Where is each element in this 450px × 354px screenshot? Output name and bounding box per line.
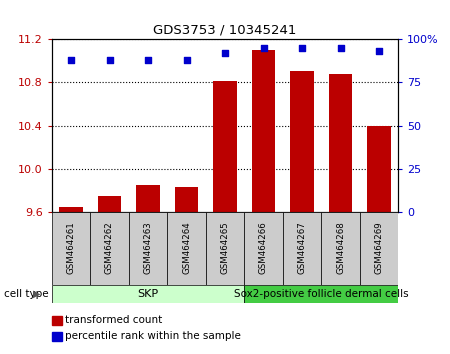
- Text: cell type: cell type: [4, 289, 49, 299]
- Bar: [129, 212, 167, 285]
- Bar: [321, 212, 360, 285]
- Point: [106, 57, 113, 63]
- Point: [298, 45, 306, 50]
- Point: [337, 45, 344, 50]
- Bar: [244, 285, 398, 303]
- Text: GSM464265: GSM464265: [220, 221, 230, 274]
- Bar: [136, 185, 160, 212]
- Bar: [283, 212, 321, 285]
- Text: ▶: ▶: [33, 289, 40, 299]
- Text: GSM464269: GSM464269: [374, 221, 383, 274]
- Bar: [290, 72, 314, 212]
- Bar: [360, 212, 398, 285]
- Point: [260, 45, 267, 50]
- Bar: [52, 212, 90, 285]
- Bar: [175, 188, 198, 212]
- Text: SKP: SKP: [137, 289, 158, 299]
- Bar: [98, 196, 121, 212]
- Text: GSM464268: GSM464268: [336, 221, 345, 274]
- Point: [221, 50, 229, 56]
- Text: GSM464262: GSM464262: [105, 221, 114, 274]
- Bar: [90, 212, 129, 285]
- Text: GSM464263: GSM464263: [144, 221, 153, 274]
- Point: [144, 57, 152, 63]
- Text: transformed count: transformed count: [65, 315, 162, 325]
- Text: GSM464267: GSM464267: [297, 221, 306, 274]
- Text: GSM464264: GSM464264: [182, 221, 191, 274]
- Bar: [244, 212, 283, 285]
- Bar: [52, 285, 244, 303]
- Text: percentile rank within the sample: percentile rank within the sample: [65, 331, 241, 341]
- Text: GSM464266: GSM464266: [259, 221, 268, 274]
- Bar: [167, 212, 206, 285]
- Bar: [213, 81, 237, 212]
- Point: [183, 57, 190, 63]
- Text: Sox2-positive follicle dermal cells: Sox2-positive follicle dermal cells: [234, 289, 409, 299]
- Point: [68, 57, 75, 63]
- Text: GSM464261: GSM464261: [67, 221, 76, 274]
- Bar: [252, 50, 275, 212]
- Point: [375, 48, 382, 54]
- Bar: [329, 74, 352, 212]
- Bar: [368, 126, 391, 212]
- Title: GDS3753 / 10345241: GDS3753 / 10345241: [153, 23, 297, 36]
- Bar: [206, 212, 244, 285]
- Bar: [59, 207, 82, 212]
